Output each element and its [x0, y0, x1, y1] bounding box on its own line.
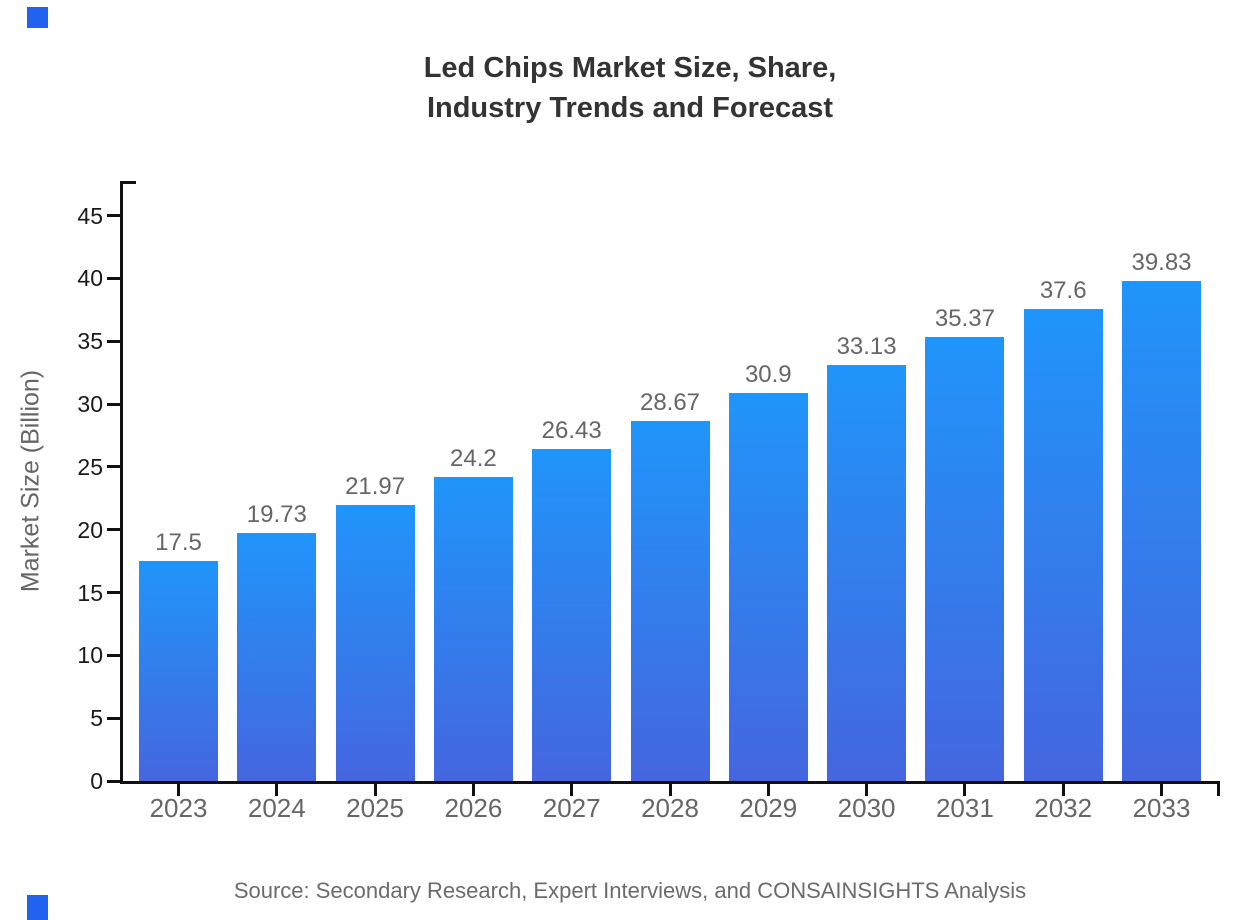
bar-2033	[1122, 280, 1201, 781]
x-axis-tick	[1061, 784, 1065, 796]
y-axis-tick-label: 25	[77, 453, 103, 480]
y-axis-tick-label: 35	[77, 328, 103, 355]
bar-2028	[630, 420, 710, 781]
y-axis-tick-label: 10	[77, 642, 103, 669]
x-axis-tick	[471, 784, 475, 796]
chart-title-line-1: Led Chips Market Size, Share,	[423, 52, 837, 84]
bar-2031	[925, 336, 1005, 781]
x-axis-line	[120, 781, 1220, 784]
plot-area: 0 5 10 15 20 25 30 35 40 45 17.5 19.73 21.97 24.2 26.…	[77, 181, 1220, 823]
y-axis-tick	[107, 779, 120, 783]
x-axis-label-2026: 2026	[444, 793, 503, 823]
bar-value-label-2032: 37.6	[1039, 276, 1087, 304]
chart-title-line-2: Industry Trends and Forecast	[426, 92, 834, 124]
bar-2025	[335, 504, 415, 781]
bar-2029	[728, 392, 808, 781]
x-axis-tick	[1160, 784, 1163, 796]
bar-2026	[433, 476, 513, 781]
y-axis-tick	[107, 591, 120, 595]
x-axis-label-2027: 2027	[542, 793, 601, 823]
x-axis-label-2030: 2030	[837, 793, 896, 823]
x-axis-end-cap	[1217, 781, 1220, 796]
y-axis-tick-label: 15	[77, 579, 103, 606]
x-axis-tick	[963, 784, 967, 796]
y-axis-tick	[107, 716, 120, 720]
x-axis-tick	[177, 784, 180, 796]
bar-value-label-2030: 33.13	[836, 332, 897, 360]
x-axis-label-2029: 2029	[739, 793, 798, 823]
bar-2027	[532, 448, 612, 781]
y-axis-tick-label: 30	[77, 391, 103, 418]
y-axis-end-cap	[120, 181, 136, 184]
y-axis-tick-label: 40	[77, 265, 103, 292]
x-axis-label-2025: 2025	[346, 793, 405, 823]
y-axis-tick-label: 5	[90, 705, 103, 732]
y-axis-line	[120, 181, 123, 784]
bar-2023	[139, 561, 218, 781]
y-axis-tick	[107, 214, 120, 218]
y-axis-tick-label: 0	[90, 768, 103, 794]
bar-value-label-2026: 24.2	[450, 444, 497, 472]
bar-2030	[827, 364, 907, 781]
x-axis-label-2032: 2032	[1034, 793, 1093, 823]
bar-2032	[1023, 308, 1103, 781]
chart-title: Led Chips Market Size, Share, Industry T…	[0, 48, 1260, 128]
x-axis-label-2031: 2031	[935, 793, 994, 823]
x-axis-label-2033: 2033	[1132, 793, 1191, 823]
x-axis-tick	[275, 784, 279, 796]
bar-value-label-2028: 28.67	[639, 388, 701, 416]
bar-value-label-2029: 30.9	[744, 360, 792, 388]
bar-value-label-2027: 26.43	[541, 416, 602, 444]
corner-marker-top-left	[27, 7, 48, 28]
y-axis-title: Market Size (Billion)	[16, 369, 45, 593]
x-axis-tick	[373, 784, 377, 796]
y-axis-tick	[107, 653, 120, 657]
x-axis-label-2028: 2028	[641, 793, 699, 823]
bar-2024	[237, 533, 317, 781]
x-axis-tick	[865, 784, 869, 796]
corner-marker-bottom-left	[27, 895, 48, 920]
y-axis-tick	[107, 528, 120, 532]
y-axis-tick	[107, 465, 120, 469]
y-axis-tick	[107, 402, 120, 406]
bar-value-label-2031: 35.37	[934, 304, 995, 332]
x-axis-tick	[668, 784, 672, 796]
x-axis-tick	[570, 784, 574, 796]
y-axis-tick-label: 20	[77, 516, 103, 543]
bar-value-label-2023: 17.5	[155, 529, 202, 557]
x-axis-tick	[766, 784, 770, 796]
y-axis-tick	[107, 276, 120, 280]
y-axis-tick	[107, 339, 120, 343]
bar-value-label-2025: 21.97	[345, 472, 406, 500]
bar-value-label-2033: 39.83	[1131, 248, 1192, 276]
bar-value-label-2024: 19.73	[246, 501, 307, 529]
y-axis-tick-label: 45	[77, 202, 103, 229]
x-axis-label-2023: 2023	[149, 793, 208, 823]
x-axis-label-2024: 2024	[247, 793, 306, 823]
source-attribution: Source: Secondary Research, Expert Inter…	[233, 878, 1027, 903]
